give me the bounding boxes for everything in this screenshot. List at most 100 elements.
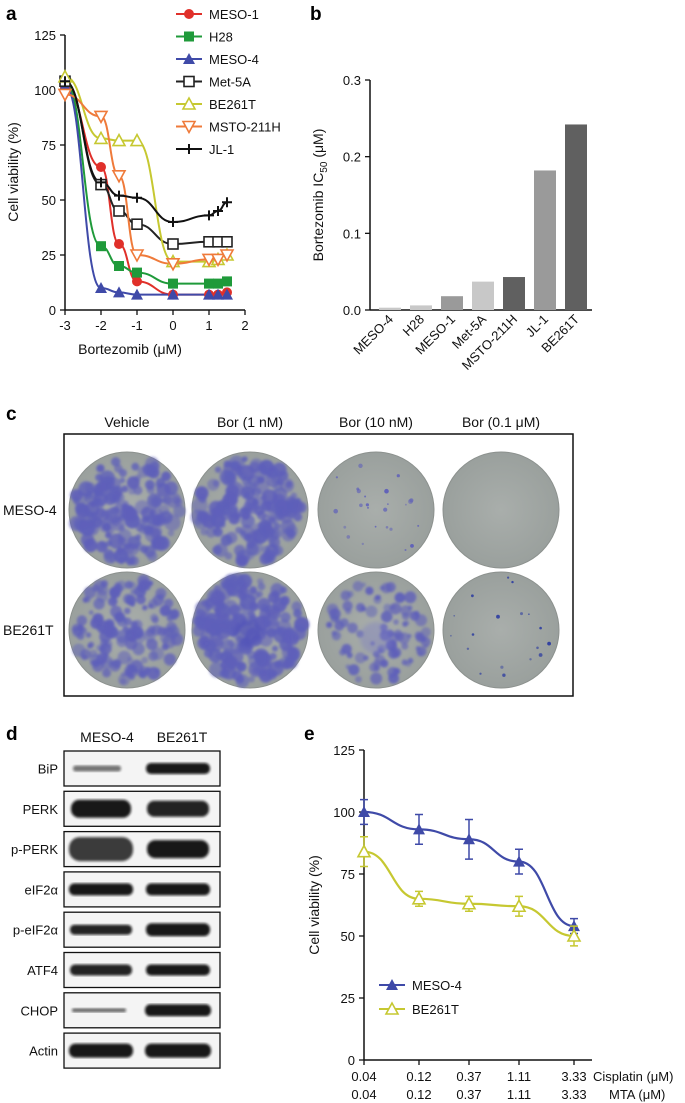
chart-e-x-tick-label-row2: 3.33: [561, 1087, 586, 1102]
chart-e-y-tick-label: 0: [348, 1053, 355, 1068]
blot-band-atf4-be261t: [146, 964, 210, 976]
chart-e-point-meso-4: [513, 855, 525, 867]
colony-spot: [103, 549, 114, 560]
blot-band-chop-be261t: [145, 1004, 211, 1017]
chart-b-bar-msto-211h: [503, 277, 525, 310]
colony-spot: [106, 621, 113, 628]
chart-e-point-be261t: [566, 928, 582, 942]
colony-spot: [364, 495, 367, 498]
legend-a-label-met-5a: Met-5A: [209, 75, 251, 90]
chart-b-bar-jl-1: [534, 170, 556, 310]
colony-condition-bor-1-nm: Bor (1 nM): [217, 414, 283, 430]
colony-spot: [346, 535, 351, 539]
colony-spot: [131, 462, 140, 471]
colony-spot: [369, 662, 379, 672]
chart-e-curve-be261t: [363, 850, 575, 938]
colony-spot: [152, 594, 164, 607]
chart-b-bar-be261t: [565, 124, 587, 310]
colony-spot: [127, 664, 137, 674]
chart-a-point-met-5a: [167, 238, 179, 250]
chart-a-point-meso-1: [114, 239, 124, 249]
colony-spot: [228, 495, 238, 506]
colony-spot: [73, 497, 80, 505]
colony-spot: [365, 586, 374, 595]
colony-spot: [145, 479, 155, 490]
colony-spot: [276, 628, 284, 636]
colony-spot: [251, 487, 262, 497]
colony-spots: [333, 463, 420, 551]
colony-spot: [227, 586, 234, 594]
colony-spot: [161, 643, 169, 651]
colony-spot: [355, 675, 362, 683]
blot-band-eif2-be261t: [146, 883, 210, 896]
blot-row-p-perk: p-PERK: [11, 830, 221, 868]
chart-e-y-tick-label: 100: [333, 805, 355, 820]
colony-spot: [254, 465, 270, 481]
colony-spot: [395, 668, 401, 675]
chart-b-y-tick-label: 0.3: [343, 73, 361, 88]
blot-lane-be261t: BE261T: [157, 729, 208, 745]
colony-spot: [138, 669, 148, 679]
colony-spot: [330, 614, 339, 623]
colony-spot: [294, 616, 310, 633]
colony-spot: [265, 523, 273, 530]
colony-spot: [260, 493, 268, 501]
colony-spot: [166, 609, 177, 620]
panel-label-e: e: [304, 724, 315, 745]
chart-e-y-tick-label: 125: [333, 743, 355, 758]
colony-spots: [450, 576, 551, 677]
chart-a-point-meso-1: [96, 162, 106, 172]
chart-e-point-meso-4: [463, 833, 475, 845]
chart-a-point-be261t: [93, 130, 109, 145]
colony-spot: [280, 612, 291, 623]
blot-label-chop: CHOP: [20, 1003, 58, 1018]
colony-spot: [360, 606, 366, 612]
colony-spot: [167, 530, 175, 537]
blot-band-actin-meso-4: [69, 1043, 133, 1058]
colony-spot: [109, 558, 116, 564]
blot-band-p-eif2-be261t: [146, 923, 210, 937]
colony-spot: [100, 656, 114, 669]
colony-spot: [387, 667, 399, 678]
colony-spot: [343, 525, 347, 529]
colony-spot: [528, 613, 530, 615]
colony-spot: [212, 507, 222, 517]
chart-a-point-jl-1: [132, 192, 142, 203]
chart-b-ic50-bars: 0.00.10.20.3 MESO-4 H28MESO-1Met-5AMSTO-2…: [310, 73, 592, 373]
colony-spot: [74, 502, 87, 515]
colony-spot: [539, 626, 542, 630]
blot-row-actin: Actin: [29, 1032, 221, 1069]
colony-spot: [262, 550, 276, 565]
chart-a-point-jl-1: [204, 210, 214, 221]
colony-spot: [410, 544, 414, 548]
chart-a-point-h28: [132, 267, 142, 278]
colony-spot: [194, 486, 209, 500]
legend-a-marker-met-5a: [183, 75, 195, 88]
blot-row-p-eif2: p-eIF2α: [13, 911, 221, 948]
blot-label-atf4: ATF4: [27, 963, 58, 978]
legend-a-label-be261t: BE261T: [209, 97, 256, 112]
colony-spot: [407, 605, 413, 611]
colony-dish-meso-4-bor-1-nm: [190, 451, 309, 569]
colony-dense-center: [360, 622, 392, 654]
chart-e-x-tick-label-row1: 3.33: [561, 1069, 586, 1084]
chart-b-y-label-main: Bortezomib IC: [310, 173, 326, 262]
chart-a-dose-response: 0 25 50 75 100 125 -3 -2 -1 0 1 2 MESO-1 H28 MESO-4 M…: [5, 7, 281, 357]
colony-spot: [365, 605, 378, 618]
chart-a-curve-msto-211h: [64, 93, 228, 265]
blot-row-chop: CHOP: [20, 992, 221, 1029]
colony-spot: [266, 465, 279, 479]
chart-b-y-tick-label: 0.0: [343, 303, 361, 318]
colony-spot: [208, 648, 223, 663]
chart-a-point-h28: [168, 278, 178, 289]
colony-row-meso-4: MESO-4: [3, 502, 57, 518]
blot-lane-meso-4: MESO-4: [80, 729, 134, 745]
colony-spot: [479, 672, 482, 675]
chart-e-x-tick-label-row1: 0.37: [456, 1069, 481, 1084]
colony-spot: [90, 660, 95, 666]
colony-spot: [260, 523, 268, 530]
colony-spot: [106, 540, 113, 547]
chart-a-x-tick-label: 2: [241, 318, 248, 333]
blot-band-actin-be261t: [145, 1043, 211, 1058]
colony-spot: [415, 646, 421, 651]
